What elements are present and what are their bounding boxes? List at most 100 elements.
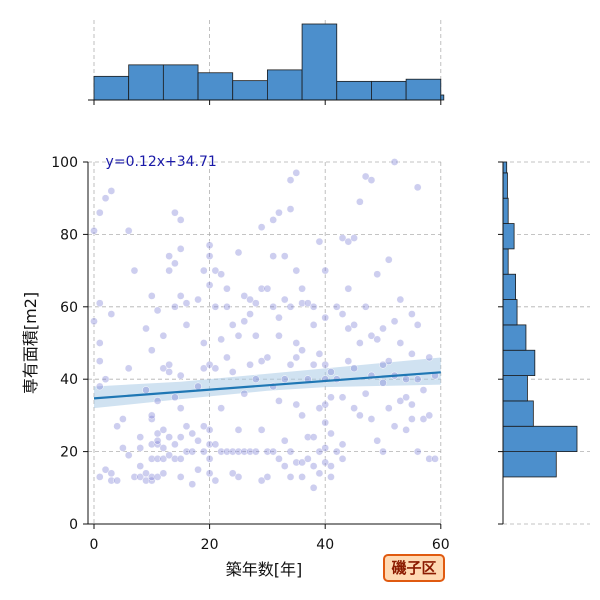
scatter-point xyxy=(361,172,370,181)
district-badge-label: 磯子区 xyxy=(391,559,436,577)
scatter-point xyxy=(402,393,410,402)
scatter-point xyxy=(223,284,231,293)
scatter-point xyxy=(257,426,266,434)
scatter-point xyxy=(95,382,104,391)
scatter-point xyxy=(211,440,220,449)
scatter-point xyxy=(124,364,133,373)
scatter-point xyxy=(240,447,249,456)
scatter-point xyxy=(298,284,306,293)
scatter-point xyxy=(176,473,185,481)
scatter-point xyxy=(350,404,358,413)
scatter-point xyxy=(390,158,399,166)
scatter-point xyxy=(350,321,358,329)
scatter-point xyxy=(240,389,249,398)
scatter-point xyxy=(263,353,272,362)
scatter-point xyxy=(419,415,428,423)
histogram-bar-x xyxy=(371,80,407,101)
y-tick-label: 100 xyxy=(51,155,78,171)
scatter-point xyxy=(396,295,405,304)
scatter-point xyxy=(304,454,312,463)
scatter-point xyxy=(413,183,422,192)
scatter-point xyxy=(280,295,289,304)
scatter-point xyxy=(425,454,434,463)
histogram-bar-y xyxy=(502,172,508,199)
scatter-point xyxy=(408,310,416,318)
scatter-point xyxy=(211,364,220,373)
scatter-point xyxy=(165,451,173,460)
scatter-point xyxy=(321,360,330,369)
scatter-point xyxy=(402,375,410,384)
histogram-bar-y xyxy=(502,400,534,427)
scatter-point xyxy=(246,310,254,318)
scatter-point xyxy=(142,386,150,394)
scatter-point xyxy=(113,422,121,431)
scatter-point xyxy=(90,317,98,326)
scatter-point xyxy=(136,433,145,441)
scatter-point xyxy=(147,473,156,481)
scatter-point xyxy=(332,302,341,311)
scatter-point xyxy=(309,360,318,369)
scatter-point xyxy=(298,458,306,467)
scatter-point xyxy=(159,469,168,478)
scatter-point xyxy=(280,375,289,384)
scatter-point xyxy=(159,364,168,373)
scatter-point xyxy=(107,310,116,318)
scatter-points xyxy=(90,158,439,492)
scatter-point xyxy=(292,458,301,467)
scatter-point xyxy=(292,339,301,347)
x-axis-title: 築年数[年] xyxy=(226,560,303,579)
scatter-point xyxy=(234,426,243,434)
scatter-point xyxy=(124,226,133,235)
scatter-point xyxy=(101,194,110,203)
scatter-point xyxy=(228,469,237,478)
scatter-point xyxy=(361,389,370,398)
scatter-point xyxy=(176,245,185,253)
scatter-point xyxy=(350,234,358,242)
scatter-point xyxy=(419,386,428,394)
histogram-bar-x xyxy=(266,69,303,101)
scatter-point xyxy=(90,226,98,235)
scatter-point xyxy=(251,447,260,456)
district-badge-box xyxy=(383,554,445,582)
scatter-point xyxy=(413,447,422,456)
scatter-point xyxy=(425,353,434,362)
scatter-point xyxy=(286,360,295,369)
scatter-point xyxy=(321,313,330,322)
scatter-point xyxy=(309,321,318,329)
scatter-point xyxy=(199,364,208,373)
histogram-bar-y xyxy=(502,248,509,275)
scatter-point xyxy=(338,310,347,318)
scatter-point xyxy=(234,248,243,257)
scatter-point xyxy=(350,364,358,373)
scatter-point xyxy=(228,321,237,329)
scatter-point xyxy=(309,302,318,311)
scatter-point xyxy=(344,324,353,333)
scatter-point xyxy=(171,393,179,402)
scatter-point xyxy=(205,440,214,449)
scatter-point xyxy=(142,324,150,333)
scatter-point xyxy=(223,447,231,456)
scatter-point xyxy=(124,451,133,460)
scatter-point xyxy=(159,426,168,434)
scatter-point xyxy=(176,371,185,380)
scatter-point xyxy=(101,465,110,474)
scatter-point xyxy=(147,454,156,463)
scatter-point xyxy=(211,302,220,311)
scatter-point xyxy=(257,223,266,232)
scatter-point xyxy=(153,436,162,445)
scatter-point xyxy=(211,476,220,485)
scatter-point xyxy=(113,476,121,485)
scatter-point xyxy=(327,462,335,470)
scatter-point xyxy=(194,436,202,445)
scatter-point xyxy=(298,346,306,355)
scatter-point xyxy=(95,357,104,365)
scatter-point xyxy=(223,302,231,311)
scatter-point xyxy=(367,176,376,184)
marginal-histogram-x xyxy=(88,20,445,105)
scatter-point xyxy=(292,169,301,177)
scatter-point xyxy=(286,473,295,481)
y-tick-label: 40 xyxy=(60,372,78,388)
scatter-point xyxy=(373,270,382,279)
